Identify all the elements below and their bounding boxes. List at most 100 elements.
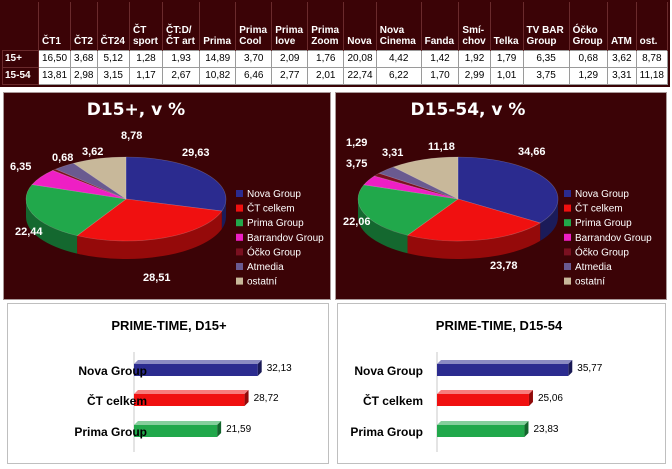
legend-swatch (236, 204, 243, 212)
table-cell: 20,08 (343, 49, 377, 68)
legend-label: ČT celkem (247, 202, 295, 215)
ratings-table: ČT1 ČT2 ČT24 ČT sport ČT:D/ ČT art Prima Prima… (2, 2, 669, 85)
table-cell: 2,67 (162, 66, 201, 85)
bar-side (257, 360, 262, 376)
bar (134, 425, 218, 437)
legend-swatch (236, 233, 243, 241)
table-body: 15+ 16,50 3,68 5,12 1,28 1,93 14,89 3,70 2,09 1,7… (2, 49, 669, 85)
table-cell: 1,79 (489, 49, 524, 68)
column-header: ČT:D/ ČT art (162, 2, 201, 50)
bar-category-label: Nova Group (354, 364, 423, 378)
ratings-table-panel: ČT1 ČT2 ČT24 ČT sport ČT:D/ ČT art Prima Prima… (0, 0, 670, 87)
column-header: ČT24 (97, 2, 130, 50)
legend-swatch (236, 263, 243, 270)
bar-chart-prime-time-d15plus: PRIME-TIME, D15+ Nova Group 32,13 ČT celkem… (7, 303, 329, 464)
column-header: Smí- chov (458, 2, 491, 50)
pie-slice (357, 184, 459, 236)
bar-chart-prime-time-d15plus-svg: PRIME-TIME, D15+ Nova Group 32,13 ČT celkem… (74, 318, 292, 452)
pie-chart-d15-54-svg: D15-54, v % 34,66 23,78 22,06 3,75 1,29 3,31 11… (343, 100, 652, 288)
pie-value-label: 23,78 (490, 260, 518, 272)
bar-side (524, 421, 529, 437)
bar-side (528, 390, 533, 406)
legend-label: Barrandov Group (575, 233, 652, 244)
legend-label: Nova Group (575, 189, 629, 200)
legend-swatch (564, 248, 571, 256)
pie-slice-side (407, 222, 541, 259)
column-header: ATM (607, 2, 637, 50)
pie-slice (54, 162, 127, 200)
bar-top (437, 421, 529, 425)
bar-value-label: 21,59 (226, 424, 251, 435)
table-cell: 10,82 (199, 66, 237, 85)
bar-chart-prime-time-d15-54: PRIME-TIME, D15-54 Nova Group 35,77 ČT celk… (337, 303, 666, 464)
bar-title: PRIME-TIME, D15-54 (436, 318, 563, 333)
legend-swatch (564, 219, 571, 227)
pie-slice (72, 156, 127, 200)
table-cell: 6,46 (235, 66, 273, 85)
legend-label: Barrandov Group (247, 233, 324, 244)
table-row: 15-54 13,81 2,98 3,15 1,17 2,67 10,82 6,46 2,77 2… (2, 66, 669, 85)
pie-slice (31, 170, 127, 200)
table-cell: 3,31 (606, 66, 637, 85)
pie-slice-side (26, 199, 78, 254)
legend-swatch (236, 277, 243, 285)
table-cell: 1,93 (162, 49, 201, 68)
legend-label: ČT celkem (575, 202, 623, 215)
bar-top (134, 421, 222, 425)
pie-value-label: 1,29 (346, 137, 367, 149)
table-cell: 2,99 (458, 66, 491, 85)
column-header: Nova (343, 2, 377, 50)
table-cell: 4,42 (375, 49, 422, 68)
column-header: Nova Cinema (376, 2, 422, 50)
column-header: TV BAR Group (523, 2, 570, 50)
table-cell: 8,78 (635, 49, 669, 68)
pie-value-label: 22,06 (343, 216, 371, 228)
pie-chart-d15plus: D15+, v % 29,63 28,51 22,44 6,35 0,68 3,62 8,78… (3, 92, 331, 300)
table-row: 15+ 16,50 3,68 5,12 1,28 1,93 14,89 3,70 2,09 1,7… (2, 49, 669, 68)
legend-swatch (564, 204, 571, 212)
legend-label: Prima Group (247, 218, 304, 229)
pie-value-label: 6,35 (10, 161, 31, 173)
pie-slice (76, 198, 223, 242)
table-header-row: ČT1 ČT2 ČT24 ČT sport ČT:D/ ČT art Prima Prima… (2, 2, 669, 50)
legend-swatch (564, 233, 571, 241)
table-cell: 1,17 (128, 66, 164, 85)
table-cell: 2,01 (307, 66, 345, 85)
bar (134, 364, 258, 376)
bar-category-label: ČT celkem (363, 393, 423, 408)
table-cell: 1,76 (307, 49, 345, 68)
pie-slice (25, 184, 127, 236)
table-cell: 1,28 (128, 49, 164, 68)
pie-value-label: 0,68 (52, 152, 73, 164)
legend-swatch (236, 190, 243, 197)
column-header: ČT2 (70, 2, 98, 50)
bar-side (217, 421, 222, 437)
bar-category-label: Nova Group (78, 364, 147, 378)
pie-slice (363, 175, 459, 200)
bar-side (568, 360, 573, 376)
pie-value-label: 3,31 (382, 147, 403, 159)
bar-chart-prime-time-d15-54-svg: PRIME-TIME, D15-54 Nova Group 35,77 ČT celk… (350, 318, 603, 452)
pie-slice-side (540, 199, 558, 241)
table-cell: 2,77 (271, 66, 309, 85)
bar (134, 394, 245, 406)
row-label: 15+ (2, 49, 39, 68)
pie-slice (406, 198, 541, 242)
legend-label: Óčko Group (575, 245, 629, 258)
column-header: Fanda (421, 2, 460, 50)
pie-sides (358, 199, 558, 259)
column-header: ost. (636, 2, 669, 50)
pie-slice (125, 156, 227, 212)
legend-swatch (564, 263, 571, 270)
row-label: 15-54 (2, 66, 39, 85)
table-cell: 3,70 (235, 49, 273, 68)
column-header: Prima love (271, 2, 309, 50)
bar (437, 364, 569, 376)
table-cell: 13,81 (38, 66, 71, 85)
table-cell: 3,68 (70, 49, 98, 68)
bar-category-label: ČT celkem (87, 393, 147, 408)
pie-chart-d15plus-svg: D15+, v % 29,63 28,51 22,44 6,35 0,68 3,62 8,78… (10, 100, 324, 288)
bar-value-label: 25,06 (538, 393, 563, 404)
pie-value-label: 28,51 (143, 272, 171, 284)
table-cell: 2,09 (271, 49, 309, 68)
